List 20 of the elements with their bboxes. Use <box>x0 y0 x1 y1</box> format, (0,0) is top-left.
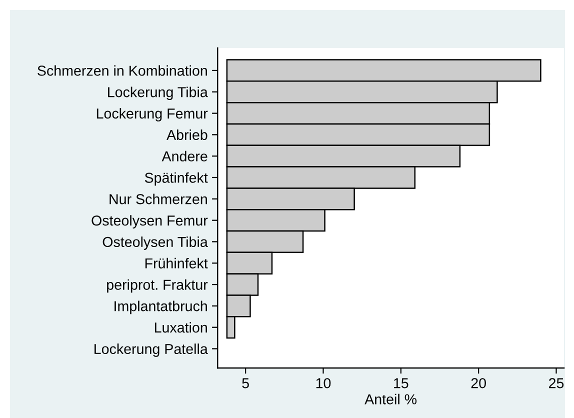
y-tick-label: Frühinfekt <box>145 258 208 268</box>
y-tick-label: Abrieb <box>166 130 208 140</box>
x-tick-label: 25 <box>549 378 564 388</box>
x-tick-label: 5 <box>242 378 249 388</box>
y-tick-label: Schmerzen in Kombination <box>38 65 207 76</box>
y-tick-label: Luxation <box>154 322 207 333</box>
x-tick-label: 10 <box>316 378 331 388</box>
y-tick-label: periprot. Fraktur <box>107 279 208 293</box>
y-tick-label: Lockerung Tibia <box>108 86 208 100</box>
x-axis-title: Anteil % <box>364 394 417 404</box>
y-tick-label: Spätinfekt <box>144 172 208 186</box>
y-tick-label: Osteolysen Femur <box>92 215 208 228</box>
x-tick-label: 15 <box>394 378 408 388</box>
y-tick-label: Osteolysen Tibia <box>102 236 208 250</box>
y-tick-label: Lockerung Femur <box>96 108 208 122</box>
x-tick-label: 20 <box>471 378 486 388</box>
y-tick-label: Nur Schmerzen <box>110 194 207 204</box>
y-tick-label: Andere <box>162 150 208 162</box>
y-tick-label: Implantatbruch <box>114 300 207 314</box>
y-tick-label: Lockerung Patella <box>94 344 208 357</box>
